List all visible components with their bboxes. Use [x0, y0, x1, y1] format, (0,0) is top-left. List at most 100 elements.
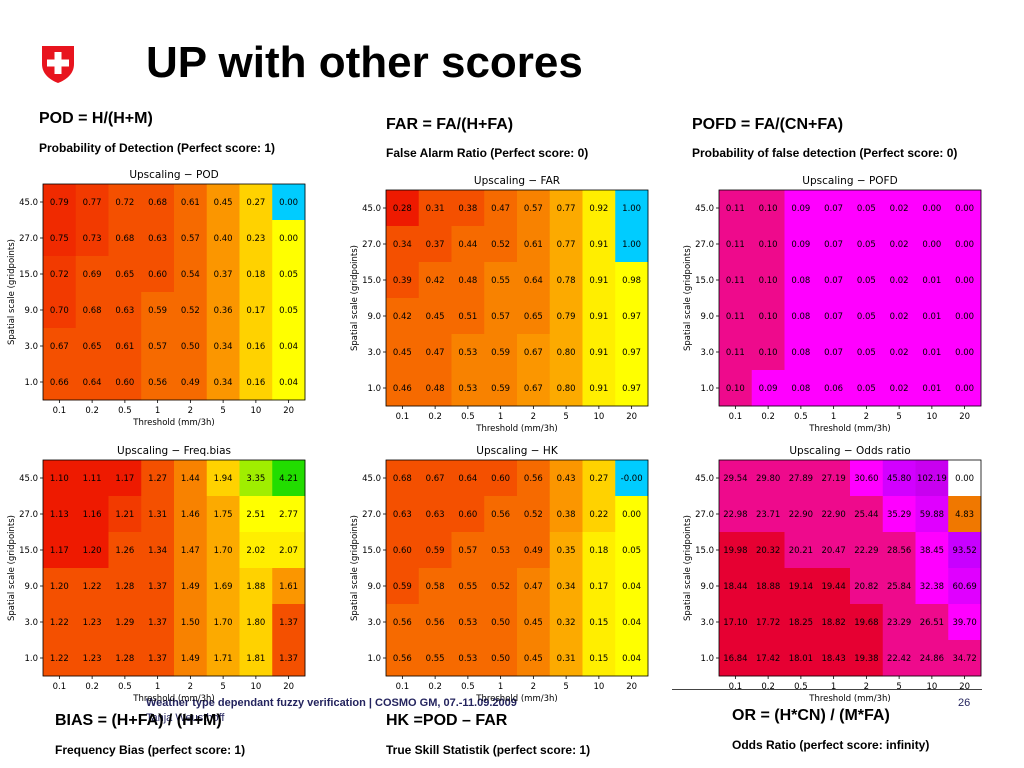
x-tick-label: 2 [531, 412, 536, 422]
y-tick-label: 15.0 [695, 276, 714, 286]
cell-value-label: 19.68 [854, 618, 878, 628]
cell-value-label: 0.63 [393, 510, 412, 520]
heatmap-cell [75, 496, 109, 533]
cell-value-label: 1.49 [181, 582, 200, 592]
cell-value-label: 0.01 [922, 384, 941, 394]
heatmap-cell [549, 532, 583, 569]
cell-value-label: 0.00 [279, 234, 298, 244]
hk-description: True Skill Statistik (perfect score: 1) [386, 743, 591, 757]
x-tick-label: 0.5 [118, 406, 132, 416]
x-tick-label: 0.1 [396, 412, 410, 422]
heatmap-cell [43, 256, 77, 293]
heatmap-cell [272, 256, 306, 293]
footer-title: Weather type dependant fuzzy verificatio… [146, 697, 517, 709]
heatmap-cell [615, 496, 649, 533]
cell-value-label: 0.11 [726, 312, 745, 322]
x-axis-label: Threshold (mm/3h) [132, 418, 214, 428]
x-tick-label: 20 [959, 412, 970, 422]
cell-value-label: 59.88 [920, 510, 944, 520]
cell-value-label: 0.56 [148, 378, 167, 388]
cell-value-label: 19.44 [821, 582, 845, 592]
cell-value-label: 0.31 [557, 654, 576, 664]
cell-value-label: 22.42 [887, 654, 911, 664]
cell-value-label: 0.18 [246, 270, 265, 280]
cell-value-label: 2.77 [279, 510, 298, 520]
bias-chart-panel: Upscaling − Freq.bias 1.10 1.11 1.17 1.27 1.4… [0, 442, 310, 704]
y-tick-label: 15.0 [695, 546, 714, 556]
heatmap-cell [239, 328, 273, 365]
heatmap-cell [272, 604, 306, 641]
or-chart-panel: Upscaling − Odds ratio 29.54 29.80 27.89 27.… [676, 442, 986, 704]
heatmap-cell [174, 496, 208, 533]
heatmap-cell [141, 568, 175, 605]
cell-value-label: 0.53 [458, 348, 477, 358]
cell-value-label: 0.52 [491, 582, 510, 592]
heatmap-cell [451, 604, 485, 641]
heatmap-cell [882, 640, 916, 677]
cell-value-label: 0.49 [181, 378, 200, 388]
cell-value-label: 0.45 [524, 618, 543, 628]
footer-divider [672, 689, 982, 690]
cell-value-label: 0.52 [181, 306, 200, 316]
cell-value-label: 0.55 [426, 654, 445, 664]
heatmap-cell [615, 460, 649, 497]
cell-value-label: 0.66 [50, 378, 69, 388]
x-tick-label: 1 [831, 412, 836, 422]
heatmap-cell [418, 604, 452, 641]
cell-value-label: 1.88 [246, 582, 265, 592]
heatmap-cell [484, 226, 518, 263]
heatmap-cell [817, 532, 851, 569]
y-tick-label: 9.0 [24, 582, 38, 592]
cell-value-label: 93.52 [952, 546, 976, 556]
cell-value-label: 0.59 [491, 348, 510, 358]
x-axis-label: Threshold (mm/3h) [808, 424, 890, 434]
heatmap-cell [484, 568, 518, 605]
or-chart-title: Upscaling − Odds ratio [789, 445, 910, 457]
cell-value-label: 1.22 [50, 618, 69, 628]
bias-heatmap: Upscaling − Freq.bias 1.10 1.11 1.17 1.27 1.4… [7, 445, 306, 704]
cell-value-label: 22.29 [854, 546, 878, 556]
heatmap-cell [719, 532, 753, 569]
heatmap-cell [141, 328, 175, 365]
x-tick-label: 1 [155, 406, 160, 416]
heatmap-cell [549, 604, 583, 641]
heatmap-cell [517, 262, 551, 299]
cell-value-label: 0.18 [589, 546, 608, 556]
cell-value-label: 0.68 [115, 234, 134, 244]
cell-value-label: 0.23 [246, 234, 265, 244]
cell-value-label: 0.06 [824, 384, 843, 394]
cell-value-label: 0.02 [890, 276, 909, 286]
heatmap-cell [75, 604, 109, 641]
x-tick-label: 20 [626, 412, 637, 422]
heatmap-cell [517, 532, 551, 569]
heatmap-cell [484, 460, 518, 497]
heatmap-cell [751, 496, 785, 533]
heatmap-cell [43, 292, 77, 329]
cell-value-label: 38.45 [920, 546, 944, 556]
cell-value-label: 1.10 [50, 474, 69, 484]
heatmap-cell [108, 532, 142, 569]
heatmap-cell [882, 460, 916, 497]
heatmap-cell [272, 496, 306, 533]
heatmap-cell [43, 604, 77, 641]
slide-title: UP with other scores [146, 38, 583, 87]
cell-value-label: 0.40 [214, 234, 233, 244]
cell-value-label: 18.82 [821, 618, 845, 628]
heatmap-cell [882, 262, 916, 299]
hk-chart-panel: Upscaling − HK 0.68 0.67 0.64 0.60 0.56 0.43 0.… [343, 442, 653, 704]
cell-value-label: 0.15 [589, 618, 608, 628]
x-tick-label: 0.2 [761, 412, 775, 422]
cell-value-label: 0.34 [557, 582, 576, 592]
cell-value-label: 17.72 [756, 618, 780, 628]
cell-value-label: 0.65 [83, 342, 102, 352]
bias-chart-title: Upscaling − Freq.bias [117, 445, 231, 457]
heatmap-cell [75, 220, 109, 257]
heatmap-cell [75, 292, 109, 329]
cell-value-label: 18.43 [821, 654, 845, 664]
cell-value-label: 35.29 [887, 510, 911, 520]
heatmap-cell [751, 640, 785, 677]
cell-value-label: 0.45 [214, 198, 233, 208]
cell-value-label: 18.44 [723, 582, 747, 592]
heatmap-cell [817, 640, 851, 677]
heatmap-cell [239, 292, 273, 329]
